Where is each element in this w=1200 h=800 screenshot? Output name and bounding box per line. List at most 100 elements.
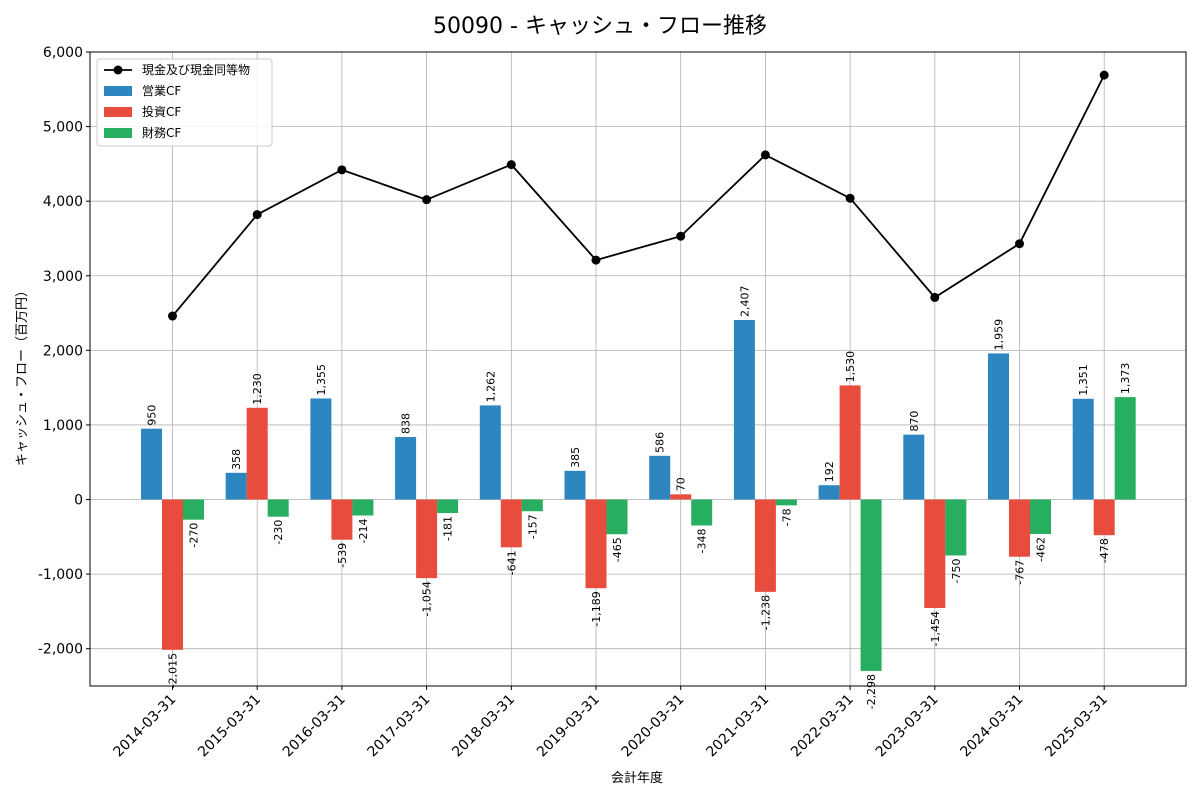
bar-financing [775, 499, 797, 506]
bar-financing [860, 499, 882, 671]
bar-value-label: 870 [908, 411, 921, 432]
plot-frame [89, 51, 1187, 687]
bar-investing [416, 499, 438, 579]
bar-investing [924, 499, 946, 608]
y-tick-label: -1,000 [38, 567, 83, 583]
x-tick-label: 2023-03-31 [873, 692, 942, 761]
bar-value-label: -78 [780, 508, 793, 526]
bar-operating [141, 428, 162, 500]
cash-line-point [930, 292, 940, 302]
y-tick-label: 3,000 [43, 269, 83, 285]
chart-title: 50090 - キャッシュ・フロー推移 [433, 14, 767, 39]
bar-investing [670, 494, 692, 500]
bar-value-label: -157 [526, 514, 539, 539]
bar-financing [183, 499, 204, 520]
x-tick-label: 2014-03-31 [110, 692, 179, 761]
bar-value-label: 1,530 [844, 351, 857, 383]
cash-line-point [506, 160, 516, 170]
bar-financing [606, 499, 628, 535]
bar-operating [310, 398, 332, 500]
cash-line-point [845, 193, 855, 203]
cash-line-point [422, 195, 432, 205]
bar-financing [521, 499, 543, 512]
bar-operating [1072, 398, 1094, 500]
bar-value-label: -181 [442, 516, 455, 541]
bar-value-label: -539 [336, 543, 349, 568]
bar-value-label: 1,373 [1119, 363, 1132, 395]
bars [141, 319, 1136, 671]
y-tick-label: 1,000 [43, 418, 83, 434]
bar-financing [1030, 499, 1051, 534]
bar-value-label: 1,355 [315, 364, 328, 396]
x-tick-label: 2022-03-31 [788, 692, 857, 761]
x-tick-label: 2017-03-31 [365, 692, 434, 761]
x-tick-label: 2016-03-31 [280, 692, 349, 761]
bar-value-label: 1,959 [993, 319, 1006, 351]
y-tick-label: -2,000 [38, 642, 83, 658]
bar-value-label: -1,238 [759, 595, 772, 630]
bar-financing [945, 499, 967, 556]
bar-value-label: -270 [188, 523, 201, 548]
bar-operating [903, 434, 925, 500]
x-axis-label: 会計年度 [611, 770, 663, 786]
axes: -2,000 -1,000 0 1,000 2,000 3,000 4,000 5,000 6,… [38, 45, 1187, 761]
bar-investing [585, 499, 607, 589]
cash-line-point [168, 311, 177, 321]
bar-value-label: -230 [272, 520, 285, 545]
cash-line [168, 70, 1109, 321]
bar-value-label: -1,454 [929, 611, 942, 646]
bar-operating [225, 472, 247, 500]
bar-investing [500, 499, 522, 548]
cash-line-point [252, 210, 262, 220]
y-axis-label: キャッシュ・フロー（百万円） [15, 284, 30, 466]
bar-operating [733, 319, 755, 500]
y-tick-label: 6,000 [43, 45, 83, 61]
bar-value-label: 950 [146, 405, 159, 426]
y-tick-label: 4,000 [43, 194, 83, 210]
bar-investing [331, 499, 353, 540]
bar-value-label: -767 [1014, 560, 1027, 585]
bar-value-label: -348 [696, 528, 709, 553]
cash-line-point [591, 255, 601, 265]
bar-operating [479, 405, 501, 500]
bar-value-label: -214 [357, 518, 370, 543]
x-tick-label: 2020-03-31 [619, 692, 688, 761]
bar-operating [564, 470, 586, 500]
x-tick-label: 2025-03-31 [1042, 692, 1111, 761]
legend-box [96, 58, 273, 147]
bar-operating [649, 455, 671, 500]
bar-value-label: -1,189 [590, 591, 603, 626]
y-tick-label: 0 [74, 493, 83, 509]
bar-financing [267, 499, 289, 517]
bar-investing [1093, 499, 1115, 536]
bar-operating [395, 437, 417, 500]
legend-entry: 財務CF [142, 125, 181, 140]
x-tick-label: 2024-03-31 [957, 692, 1026, 761]
bar-value-label: -1,054 [421, 581, 434, 616]
bar-value-label: 838 [400, 413, 413, 434]
bar-value-label: 1,230 [251, 373, 264, 405]
bar-financing [352, 499, 374, 516]
legend-bar-swatch [104, 86, 132, 96]
bar-value-label: -478 [1098, 538, 1111, 563]
x-tick-label: 2021-03-31 [703, 692, 772, 761]
bar-investing [754, 499, 776, 592]
bar-value-label: 1,262 [484, 371, 497, 403]
bar-operating [988, 353, 1009, 500]
cash-line-point [1015, 239, 1024, 249]
legend-bar-swatch [104, 128, 132, 138]
legend-entry: 現金及び現金同等物 [142, 62, 250, 77]
bar-investing [246, 407, 268, 500]
bar-value-label: 586 [654, 432, 667, 453]
bar-investing [839, 385, 861, 500]
cash-line-point [760, 150, 770, 160]
bar-financing [691, 499, 713, 526]
legend-bar-swatch [104, 107, 132, 117]
bar-operating [818, 485, 840, 500]
data-labels: 950 358 1,355 838 1,262 385 586 2,407 192 870 1,95… [146, 285, 1133, 709]
bar-value-label: -750 [950, 558, 963, 583]
bar-value-label: -462 [1035, 537, 1048, 562]
bar-value-label: -2,298 [865, 674, 878, 709]
